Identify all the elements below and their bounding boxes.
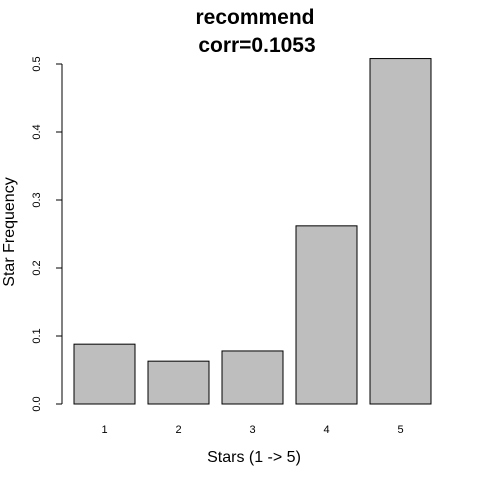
x-tick-label: 1 xyxy=(101,424,107,436)
chart-title: recommend xyxy=(195,6,314,29)
x-tick-label: 4 xyxy=(323,424,329,436)
x-axis-label: Stars (1 -> 5) xyxy=(207,449,301,466)
y-tick-label: 0.1 xyxy=(31,328,43,343)
x-tick-label: 5 xyxy=(397,424,403,436)
bar-5 xyxy=(369,58,432,405)
bar-3 xyxy=(221,350,284,405)
x-tick-labels: 1 2 3 4 5 xyxy=(101,424,403,436)
y-tick-label: 0.0 xyxy=(31,396,43,411)
bars-group xyxy=(73,58,432,405)
y-axis: 0.0 0.1 0.2 0.3 0.4 0.5 xyxy=(31,56,63,412)
bar-4 xyxy=(295,225,358,405)
x-tick-label: 2 xyxy=(175,424,181,436)
y-axis-label: Star Frequency xyxy=(1,177,18,286)
y-tick-label: 0.4 xyxy=(31,124,43,139)
bar-1 xyxy=(73,343,136,405)
y-tick-label: 0.3 xyxy=(31,192,43,207)
chart-subtitle: corr=0.1053 xyxy=(198,34,315,57)
x-tick-label: 3 xyxy=(249,424,255,436)
y-tick-label: 0.5 xyxy=(31,56,43,71)
bar-2 xyxy=(147,360,210,405)
y-tick-label: 0.2 xyxy=(31,260,43,275)
